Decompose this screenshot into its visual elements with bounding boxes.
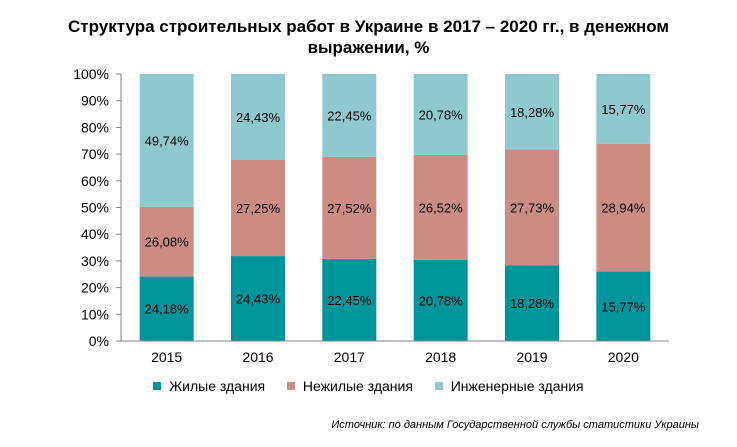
- bar-segment-residential-2017: [322, 258, 377, 341]
- y-tick-label-8: 80%: [81, 119, 109, 135]
- y-tick-label-1: 10%: [81, 306, 109, 322]
- data-label-non-residential-2015: 26,08%: [145, 235, 190, 250]
- data-label-engineering-2017: 22,45%: [327, 108, 372, 123]
- bar-segment-residential-2019: [505, 265, 559, 341]
- data-label-non-residential-2018: 26,52%: [419, 200, 464, 215]
- y-tick-label-4: 40%: [81, 226, 109, 242]
- x-tick-label-2018: 2018: [425, 349, 456, 365]
- bar-segment-engineering-2020: [596, 74, 651, 144]
- legend-swatch-non-residential: [287, 382, 295, 390]
- bar-segment-non-residential-2020: [596, 143, 651, 272]
- bar-segment-engineering-2015: [139, 74, 194, 207]
- data-label-engineering-2018: 20,78%: [419, 107, 464, 122]
- data-label-residential-2020: 15,77%: [601, 299, 646, 314]
- bar-segment-residential-2018: [413, 259, 468, 341]
- bar-segment-engineering-2016: [231, 74, 285, 160]
- bar-segment-residential-2015: [139, 276, 194, 341]
- y-tick-label-10: 100%: [73, 66, 109, 82]
- bar-segment-residential-2020: [596, 271, 651, 341]
- legend-label-engineering: Инженерные здания: [450, 378, 584, 394]
- bar-segment-residential-2016: [231, 256, 285, 341]
- data-label-engineering-2016: 24,43%: [236, 110, 281, 125]
- x-tick-label-2019: 2019: [516, 349, 547, 365]
- legend-item-non-residential: Нежилые здания: [287, 378, 413, 394]
- data-label-engineering-2020: 15,77%: [601, 102, 646, 117]
- data-label-residential-2017: 22,45%: [327, 293, 372, 308]
- data-label-residential-2016: 24,43%: [236, 292, 281, 307]
- legend-swatch-engineering: [434, 382, 443, 390]
- bar-segment-non-residential-2019: [505, 149, 559, 266]
- chart-title-line-1: Структура строительных работ в Украине в…: [68, 17, 669, 36]
- data-label-engineering-2019: 18,28%: [510, 105, 555, 120]
- x-tick-label-2015: 2015: [151, 349, 182, 365]
- data-label-non-residential-2020: 28,94%: [601, 201, 646, 216]
- bar-segment-non-residential-2015: [139, 206, 194, 277]
- legend-label-residential: Жилые здания: [169, 378, 266, 394]
- data-label-non-residential-2019: 27,73%: [510, 201, 555, 216]
- legend-label-non-residential: Нежилые здания: [302, 378, 413, 394]
- source-note: Источник: по данным Государственной служ…: [331, 419, 699, 431]
- y-tick-label-9: 90%: [81, 93, 109, 109]
- x-tick-label-2020: 2020: [608, 349, 639, 365]
- bars-layer: [139, 74, 651, 341]
- y-tick-label-6: 60%: [81, 173, 109, 189]
- legend-item-engineering: Инженерные здания: [434, 378, 584, 394]
- y-tick-label-2: 20%: [81, 280, 109, 296]
- legend-item-residential: Жилые здания: [153, 378, 265, 394]
- bar-segment-non-residential-2016: [231, 159, 285, 257]
- x-tick-label-2016: 2016: [242, 349, 273, 365]
- y-tick-label-0: 0%: [89, 333, 109, 349]
- bar-segment-engineering-2018: [413, 74, 468, 155]
- data-label-non-residential-2017: 27,52%: [327, 201, 372, 216]
- data-label-residential-2019: 18,28%: [510, 296, 555, 311]
- chart-title: Структура строительных работ в Украине в…: [0, 16, 737, 58]
- y-tick-label-7: 70%: [81, 146, 109, 162]
- bar-segment-non-residential-2018: [413, 154, 468, 260]
- bar-segment-engineering-2019: [505, 74, 559, 150]
- y-tick-label-5: 50%: [81, 200, 109, 216]
- bar-segment-engineering-2017: [322, 74, 377, 157]
- data-label-residential-2015: 24,18%: [145, 302, 190, 317]
- value-labels-layer: 24,18% 26,08% 49,74% 24,43% 27,25% 24,43% 22,4…: [145, 102, 646, 317]
- data-label-engineering-2015: 49,74%: [145, 133, 190, 148]
- data-label-residential-2018: 20,78%: [419, 293, 464, 308]
- legend-swatch-residential: [153, 382, 162, 390]
- chart-title-line-2: выражении, %: [307, 38, 430, 57]
- axes-layer: 2015 2016 2017 2018 2019 2020 0% 10% 20% 30% 40% 50…: [73, 66, 669, 365]
- x-tick-label-2017: 2017: [334, 349, 365, 365]
- y-tick-label-3: 30%: [81, 253, 109, 269]
- data-label-non-residential-2016: 27,25%: [236, 201, 281, 216]
- bar-segment-non-residential-2017: [322, 156, 377, 259]
- chart-legend: Жилые здания Нежилые здания Инженерные з…: [0, 378, 737, 394]
